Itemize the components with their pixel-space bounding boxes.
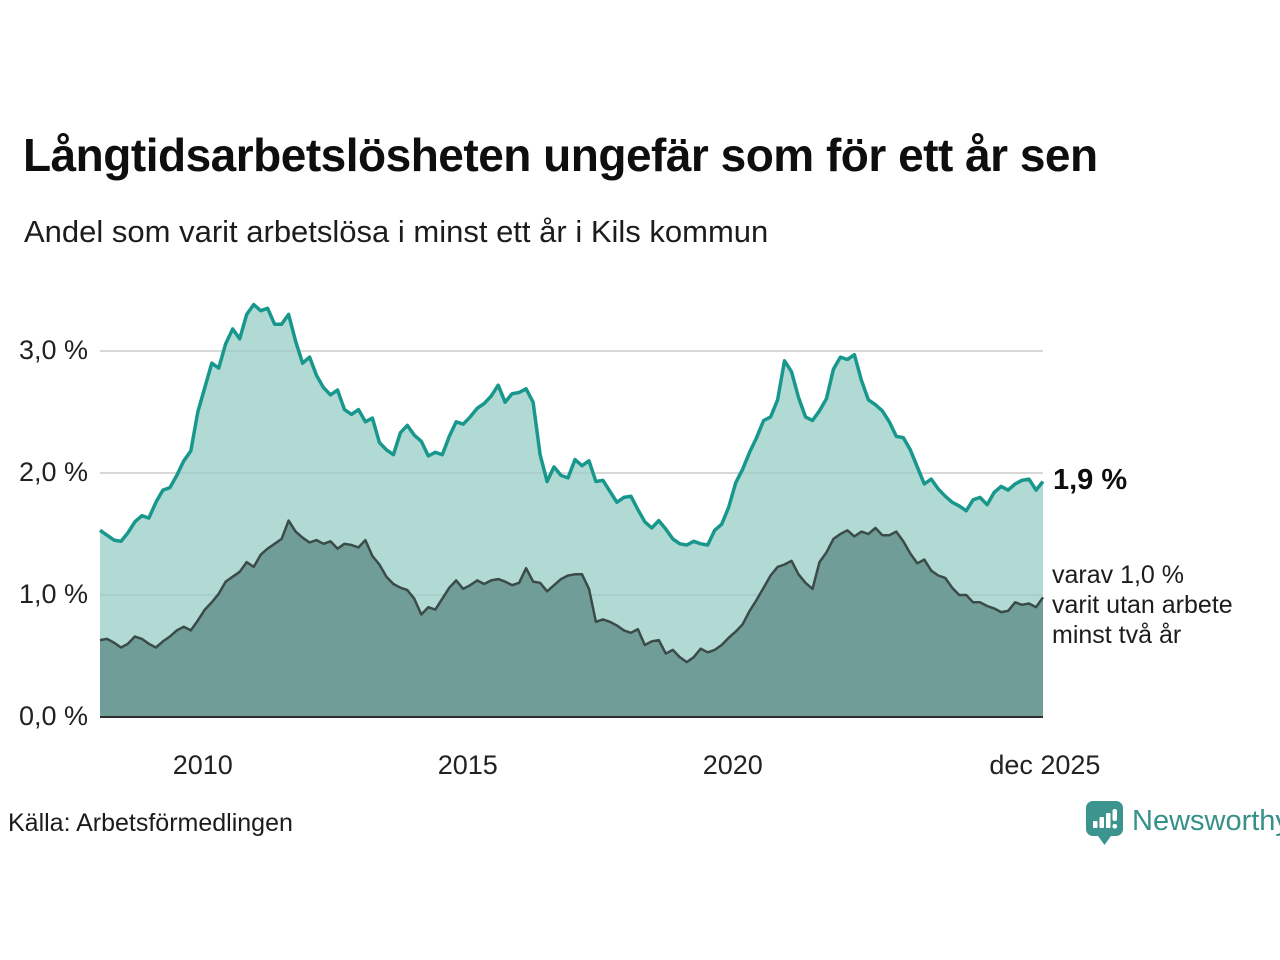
newsworthy-bubble-icon [1086,801,1123,845]
source-caption: Källa: Arbetsförmedlingen [8,809,293,837]
y-tick-label: 3,0 % [18,335,88,365]
x-tick-label: 2015 [437,750,498,780]
chart-subtitle: Andel som varit arbetslösa i minst ett å… [24,214,769,249]
secondary-series-annotation: varav 1,0 % varit utan arbete minst två … [1052,561,1233,649]
total-line [98,302,1045,547]
latest-value-label: 1,9 % [1053,464,1128,496]
x-tick-label: 2010 [172,750,233,780]
two-year-area [100,520,1043,717]
page-title: Långtidsarbetslösheten ungefär som för e… [23,129,1098,181]
brand-wordmark: Newsworthy [1132,805,1280,837]
two-year-line [99,519,1045,664]
x-tick-label: 2020 [702,750,763,780]
y-tick-label: 1,0 % [18,579,88,609]
x-tick-label: dec 2025 [989,750,1101,780]
newsworthy-logo: Newsworthy [1086,801,1280,849]
y-tick-label: 0,0 % [18,701,88,731]
y-tick-label: 2,0 % [18,457,88,487]
